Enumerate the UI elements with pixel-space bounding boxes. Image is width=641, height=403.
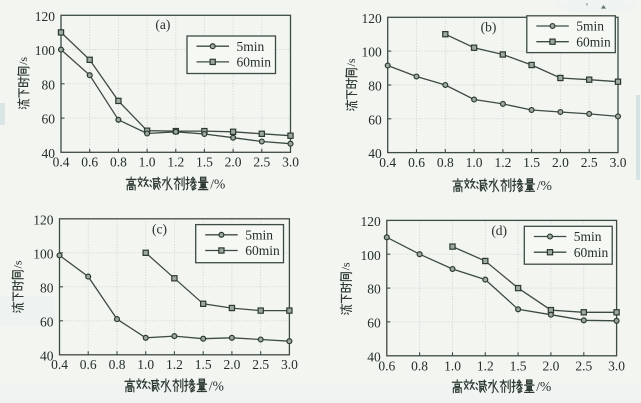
- svg-text:100: 100: [33, 246, 54, 261]
- svg-text:1.2: 1.2: [167, 154, 184, 169]
- svg-text:5min: 5min: [576, 19, 604, 34]
- svg-text:1.2: 1.2: [494, 155, 511, 170]
- svg-text:40: 40: [42, 146, 56, 161]
- svg-text:2.0: 2.0: [225, 154, 242, 169]
- svg-text:3.0: 3.0: [282, 154, 299, 169]
- svg-text:1.0: 1.0: [139, 154, 156, 169]
- svg-text:1.5: 1.5: [523, 155, 540, 170]
- svg-text:60: 60: [42, 112, 56, 127]
- svg-text:1.2: 1.2: [477, 358, 494, 373]
- svg-text:60min: 60min: [245, 243, 280, 258]
- svg-text:2.5: 2.5: [581, 155, 598, 170]
- svg-text:(a): (a): [155, 17, 170, 32]
- svg-text:2.0: 2.0: [223, 357, 240, 372]
- svg-text:120: 120: [33, 212, 54, 227]
- svg-text:2.5: 2.5: [575, 358, 592, 373]
- svg-text:0.4: 0.4: [53, 154, 70, 169]
- svg-text:1.0: 1.0: [137, 357, 154, 372]
- svg-text:0.6: 0.6: [80, 357, 97, 372]
- svg-text:3.0: 3.0: [281, 357, 298, 372]
- svg-text:0.8: 0.8: [411, 358, 428, 373]
- svg-text:80: 80: [368, 79, 382, 94]
- svg-text:120: 120: [35, 9, 56, 24]
- svg-text:(d): (d): [491, 223, 507, 238]
- svg-text:2.5: 2.5: [252, 357, 269, 372]
- svg-text:0.8: 0.8: [109, 357, 126, 372]
- svg-text:40: 40: [367, 349, 381, 364]
- svg-text:40: 40: [368, 146, 382, 161]
- svg-text:0.4: 0.4: [51, 357, 68, 372]
- svg-text:100: 100: [361, 45, 382, 60]
- svg-text:60min: 60min: [576, 34, 611, 49]
- svg-text:60: 60: [367, 316, 381, 331]
- svg-text:60: 60: [40, 314, 54, 329]
- svg-text:0.6: 0.6: [378, 358, 395, 373]
- svg-text:2.5: 2.5: [253, 154, 270, 169]
- svg-text:0.6: 0.6: [408, 155, 425, 170]
- svg-text:100: 100: [361, 248, 382, 263]
- svg-text:0.4: 0.4: [379, 155, 396, 170]
- svg-text:120: 120: [361, 214, 382, 229]
- svg-text:3.0: 3.0: [610, 155, 627, 170]
- svg-text:1.2: 1.2: [166, 357, 183, 372]
- svg-text:5min: 5min: [245, 228, 273, 243]
- svg-text:5min: 5min: [237, 39, 265, 54]
- svg-text:0.8: 0.8: [437, 155, 454, 170]
- svg-text:60: 60: [368, 112, 382, 127]
- svg-text:2.0: 2.0: [542, 358, 559, 373]
- svg-text:60min: 60min: [574, 245, 609, 260]
- svg-text:(c): (c): [152, 221, 167, 236]
- svg-text:5min: 5min: [574, 229, 602, 244]
- svg-text:100: 100: [35, 43, 56, 58]
- svg-text:1.0: 1.0: [466, 155, 483, 170]
- svg-text:60min: 60min: [237, 55, 272, 70]
- svg-text:80: 80: [367, 282, 381, 297]
- svg-text:80: 80: [40, 280, 54, 295]
- svg-text:2.0: 2.0: [552, 155, 569, 170]
- svg-text:1.5: 1.5: [196, 154, 213, 169]
- svg-text:40: 40: [40, 348, 54, 363]
- svg-text:1.5: 1.5: [195, 357, 212, 372]
- svg-text:0.6: 0.6: [81, 154, 98, 169]
- svg-text:1.5: 1.5: [510, 358, 527, 373]
- svg-text:120: 120: [361, 11, 382, 26]
- svg-text:(b): (b): [481, 19, 497, 34]
- svg-text:1.0: 1.0: [444, 358, 461, 373]
- svg-text:3.0: 3.0: [608, 358, 625, 373]
- svg-text:80: 80: [42, 77, 56, 92]
- svg-text:0.8: 0.8: [110, 154, 127, 169]
